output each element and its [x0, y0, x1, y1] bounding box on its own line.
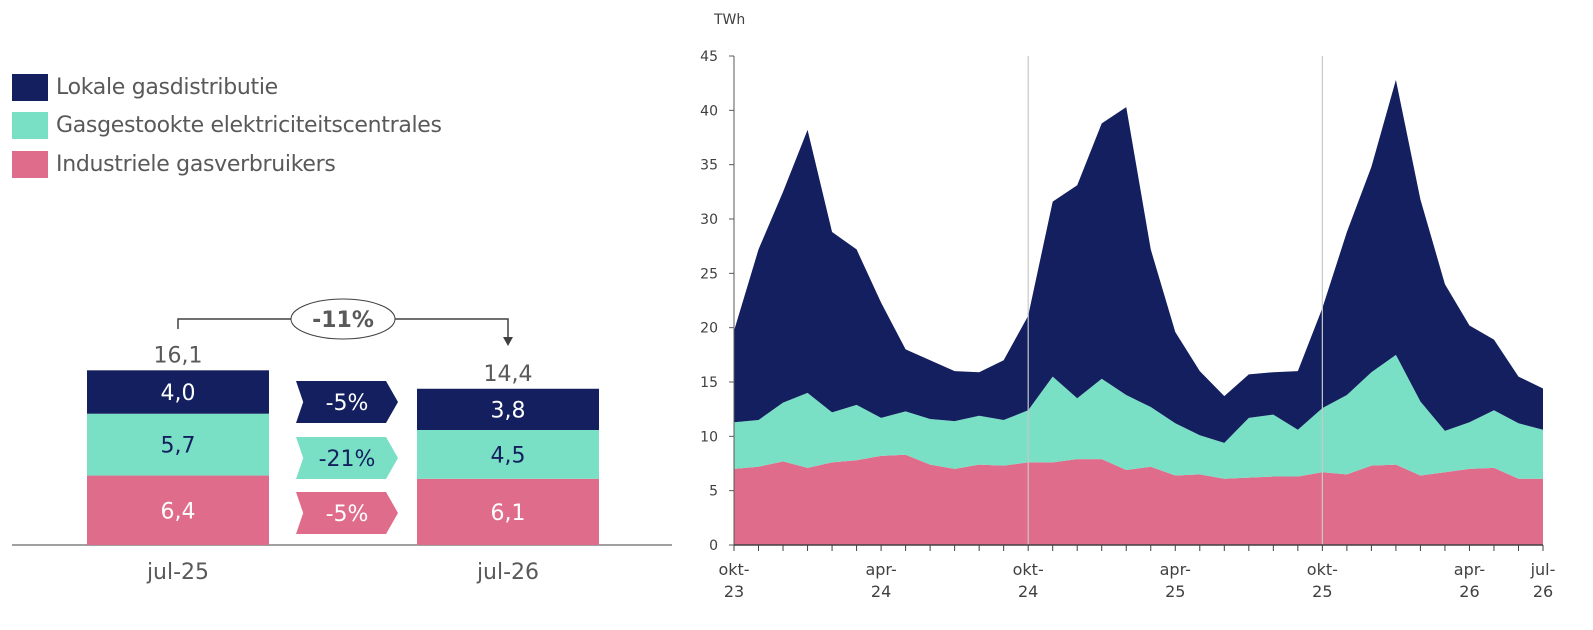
legend-swatch-industriele-gasverbruikers — [12, 150, 48, 178]
area-series — [734, 354, 1543, 479]
x-tick-label: okt- — [1307, 560, 1338, 579]
y-tick-label: 45 — [700, 49, 718, 65]
bar-value-label: 5,7 — [161, 434, 196, 459]
bar-segment — [87, 370, 269, 414]
legend-label-lokale-gasdistributie: Lokale gasdistributie — [56, 74, 278, 100]
y-tick-label: 25 — [700, 266, 718, 282]
series-change-arrow — [296, 381, 398, 423]
x-tick-label: 23 — [724, 582, 744, 601]
x-tick-label: 24 — [871, 582, 891, 601]
y-tick-label: 35 — [700, 158, 718, 174]
x-tick-label: apr- — [865, 560, 896, 579]
x-tick-label: 26 — [1459, 582, 1479, 601]
series-change-label: -21% — [319, 447, 376, 472]
series-change-label: -5% — [326, 391, 369, 416]
category-label: jul-26 — [476, 560, 539, 585]
y-tick-label: 10 — [700, 429, 718, 445]
series-change-arrow — [296, 492, 398, 534]
y-tick-label: 40 — [700, 103, 718, 119]
x-tick-label: okt- — [1013, 560, 1044, 579]
bar-value-label: 4,0 — [161, 381, 196, 406]
legend: Lokale gasdistributie Gasgestookte elekt… — [12, 68, 442, 184]
legend-label-industriele-gasverbruikers: Industriele gasverbruikers — [56, 151, 336, 177]
category-label: jul-25 — [146, 560, 209, 585]
series-change-label: -5% — [326, 502, 369, 527]
x-tick-label: apr- — [1160, 560, 1191, 579]
legend-swatch-elektriciteitscentrales — [12, 112, 48, 140]
total-change-label: -11% — [312, 308, 374, 333]
bar-value-label: 4,5 — [491, 443, 526, 468]
legend-item-lokale-gasdistributie: Lokale gasdistributie — [12, 68, 442, 107]
bar-segment — [87, 413, 269, 476]
comparison-bar-chart: 6,4 5,7 4,0 16,1 jul-25 6,1 4,5 3,8 14,4 jul-26 -1… — [12, 298, 672, 585]
change-arrow — [503, 337, 513, 346]
bar-segment — [417, 429, 599, 479]
change-ellipse — [290, 298, 396, 340]
x-tick-label: apr- — [1454, 560, 1485, 579]
bar-value-label: 6,4 — [161, 499, 196, 524]
bar-total-label: 16,1 — [154, 343, 203, 368]
legend-swatch-lokale-gasdistributie — [12, 73, 48, 101]
x-tick-label: jul- — [1530, 560, 1556, 579]
bar-segment — [417, 478, 599, 545]
x-tick-label: 24 — [1018, 582, 1038, 601]
bar-segment — [87, 475, 269, 545]
x-tick-label: 26 — [1533, 582, 1553, 601]
bar-total-label: 14,4 — [484, 362, 533, 387]
legend-item-industriele-gasverbruikers: Industriele gasverbruikers — [12, 145, 442, 184]
area-series — [734, 454, 1543, 545]
y-tick-label: 0 — [709, 538, 718, 554]
y-axis-title: TWh — [713, 12, 745, 28]
y-tick-label: 30 — [700, 212, 718, 228]
series-change-arrow — [296, 437, 398, 479]
y-tick-label: 20 — [700, 321, 718, 337]
legend-item-elektriciteitscentrales: Gasgestookte elektriciteitscentrales — [12, 107, 442, 146]
x-tick-label: 25 — [1312, 582, 1332, 601]
legend-label-elektriciteitscentrales: Gasgestookte elektriciteitscentrales — [56, 113, 442, 139]
area-series — [734, 79, 1543, 443]
bar-value-label: 3,8 — [491, 398, 526, 423]
x-tick-label: 25 — [1165, 582, 1185, 601]
bar-value-label: 6,1 — [491, 501, 526, 526]
x-tick-label: okt- — [718, 560, 749, 579]
bar-segment — [417, 388, 599, 430]
y-tick-label: 15 — [700, 375, 718, 391]
y-tick-label: 5 — [709, 484, 718, 500]
